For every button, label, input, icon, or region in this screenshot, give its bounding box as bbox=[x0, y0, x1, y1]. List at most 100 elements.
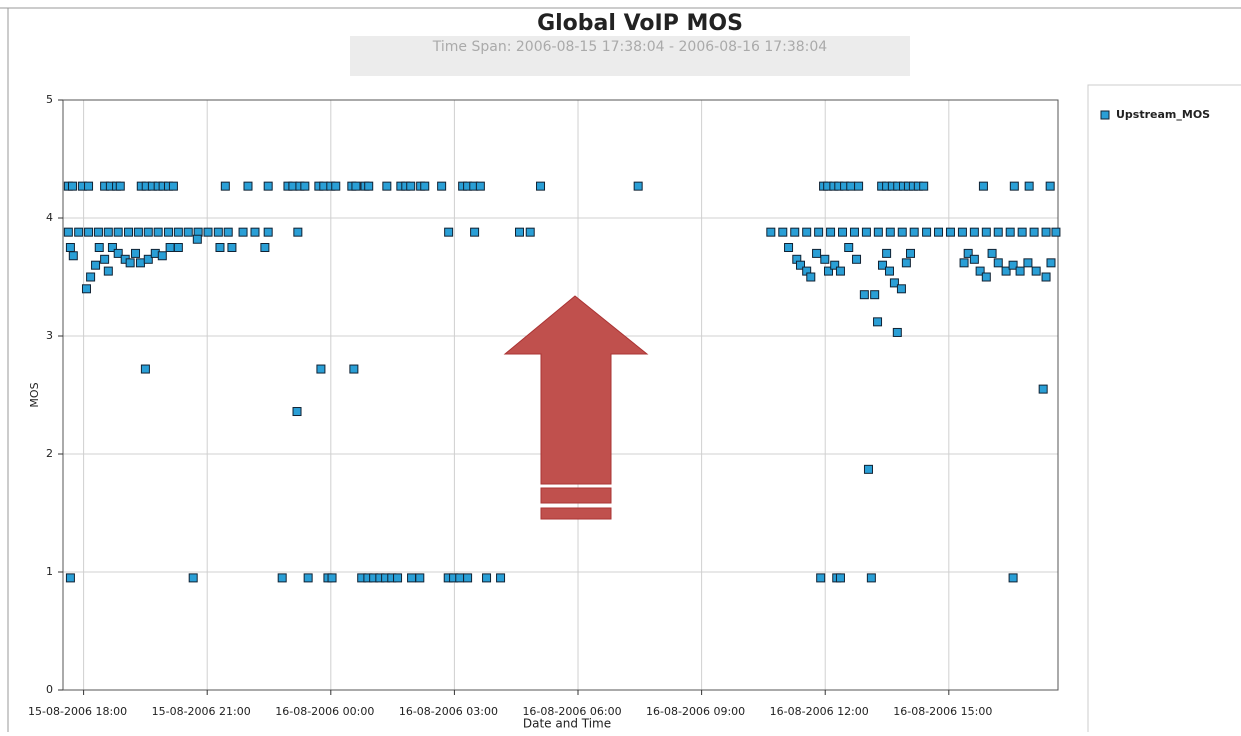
point bbox=[994, 228, 1002, 236]
point bbox=[867, 574, 875, 582]
point bbox=[264, 228, 272, 236]
point bbox=[853, 255, 861, 263]
point bbox=[817, 574, 825, 582]
y-tick-label: 1 bbox=[46, 565, 53, 578]
point bbox=[214, 228, 222, 236]
point bbox=[383, 182, 391, 190]
point bbox=[224, 228, 232, 236]
point bbox=[634, 182, 642, 190]
point bbox=[871, 291, 879, 299]
point bbox=[516, 228, 524, 236]
point bbox=[141, 365, 149, 373]
point bbox=[365, 182, 373, 190]
point bbox=[791, 228, 799, 236]
point bbox=[136, 259, 144, 267]
point bbox=[114, 228, 122, 236]
point bbox=[1030, 228, 1038, 236]
point bbox=[134, 228, 142, 236]
point bbox=[92, 261, 100, 269]
point bbox=[970, 228, 978, 236]
point bbox=[526, 228, 534, 236]
point bbox=[779, 228, 787, 236]
arrow-bar bbox=[541, 508, 611, 519]
point bbox=[456, 574, 464, 582]
legend-box bbox=[1088, 85, 1241, 732]
point bbox=[158, 252, 166, 260]
point bbox=[116, 182, 124, 190]
point bbox=[1052, 228, 1060, 236]
point bbox=[216, 244, 224, 252]
point bbox=[85, 228, 93, 236]
y-tick-label: 3 bbox=[46, 329, 53, 342]
point bbox=[144, 228, 152, 236]
point bbox=[87, 273, 95, 281]
y-tick-label: 0 bbox=[46, 683, 53, 696]
y-tick-label: 2 bbox=[46, 447, 53, 460]
point bbox=[1009, 574, 1017, 582]
point bbox=[193, 235, 201, 243]
point bbox=[860, 291, 868, 299]
point bbox=[164, 228, 172, 236]
y-axis-label: MOS bbox=[28, 382, 41, 407]
point bbox=[815, 228, 823, 236]
point bbox=[64, 228, 72, 236]
point bbox=[1024, 259, 1032, 267]
point bbox=[66, 574, 74, 582]
point bbox=[94, 228, 102, 236]
point bbox=[66, 244, 74, 252]
point bbox=[1046, 182, 1054, 190]
point bbox=[982, 228, 990, 236]
point bbox=[907, 249, 915, 257]
point bbox=[864, 465, 872, 473]
point bbox=[1018, 228, 1026, 236]
point bbox=[1016, 267, 1024, 275]
arrow-annotation bbox=[505, 296, 647, 519]
point bbox=[154, 228, 162, 236]
point bbox=[166, 244, 174, 252]
point bbox=[328, 574, 336, 582]
point bbox=[845, 244, 853, 252]
point bbox=[421, 182, 429, 190]
point bbox=[407, 182, 415, 190]
point bbox=[1032, 267, 1040, 275]
chart-subtitle: Time Span: 2006-08-15 17:38:04 - 2006-08… bbox=[432, 39, 828, 55]
point bbox=[902, 259, 910, 267]
point bbox=[293, 408, 301, 416]
point bbox=[785, 244, 793, 252]
point bbox=[104, 267, 112, 275]
page: {"chart_data": {"type": "scatter", "titl… bbox=[0, 0, 1241, 732]
point bbox=[317, 365, 325, 373]
point bbox=[104, 228, 112, 236]
legend-marker bbox=[1101, 111, 1109, 119]
point bbox=[95, 244, 103, 252]
point bbox=[169, 182, 177, 190]
point bbox=[476, 182, 484, 190]
point bbox=[394, 574, 402, 582]
point bbox=[923, 228, 931, 236]
point bbox=[471, 228, 479, 236]
point bbox=[855, 182, 863, 190]
point bbox=[836, 574, 844, 582]
point bbox=[350, 365, 358, 373]
point bbox=[883, 249, 891, 257]
point bbox=[352, 182, 360, 190]
point bbox=[537, 182, 545, 190]
point bbox=[445, 228, 453, 236]
point bbox=[821, 255, 829, 263]
point bbox=[132, 249, 140, 257]
point bbox=[982, 273, 990, 281]
point bbox=[1047, 259, 1055, 267]
arrow-bar bbox=[541, 488, 611, 503]
point bbox=[239, 228, 247, 236]
arrow bbox=[505, 296, 647, 484]
point bbox=[497, 574, 505, 582]
x-tick-label: 16-08-2006 06:00 bbox=[522, 705, 621, 718]
point bbox=[438, 182, 446, 190]
point bbox=[304, 574, 312, 582]
point bbox=[1006, 228, 1014, 236]
point bbox=[803, 228, 811, 236]
x-tick-label: 16-08-2006 00:00 bbox=[275, 705, 374, 718]
point bbox=[958, 228, 966, 236]
point bbox=[1010, 182, 1018, 190]
point bbox=[935, 228, 943, 236]
